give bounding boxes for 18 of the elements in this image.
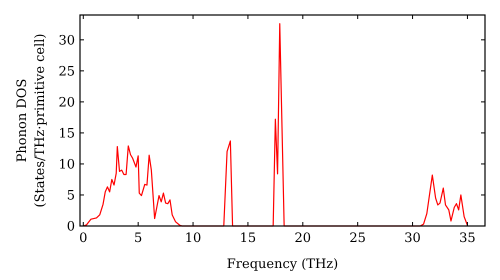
x-tick-label: 0 xyxy=(79,231,88,246)
x-tick-label: 20 xyxy=(294,231,312,246)
y-tick-label: 5 xyxy=(66,188,75,204)
x-tick-label: 35 xyxy=(459,231,476,246)
y-tick-label: 10 xyxy=(58,157,75,172)
x-tick-label: 15 xyxy=(240,231,256,246)
x-axis-title: Frequency (THz) xyxy=(226,257,338,272)
line-series xyxy=(82,23,468,227)
x-tick-label: 5 xyxy=(134,231,142,246)
y-tick-label: 20 xyxy=(58,95,75,110)
x-tick-label: 25 xyxy=(349,231,366,246)
x-tick-label: 10 xyxy=(184,231,202,246)
y-tick-label: 0 xyxy=(66,220,75,235)
x-tick-label: 30 xyxy=(404,231,421,246)
y-axis-title: Phonon DOS (States/THz·primitive cell) xyxy=(15,33,48,208)
y-tick-label: 25 xyxy=(58,64,75,80)
y-tick-label: 15 xyxy=(58,126,75,142)
y-tick-label: 30 xyxy=(58,33,75,48)
